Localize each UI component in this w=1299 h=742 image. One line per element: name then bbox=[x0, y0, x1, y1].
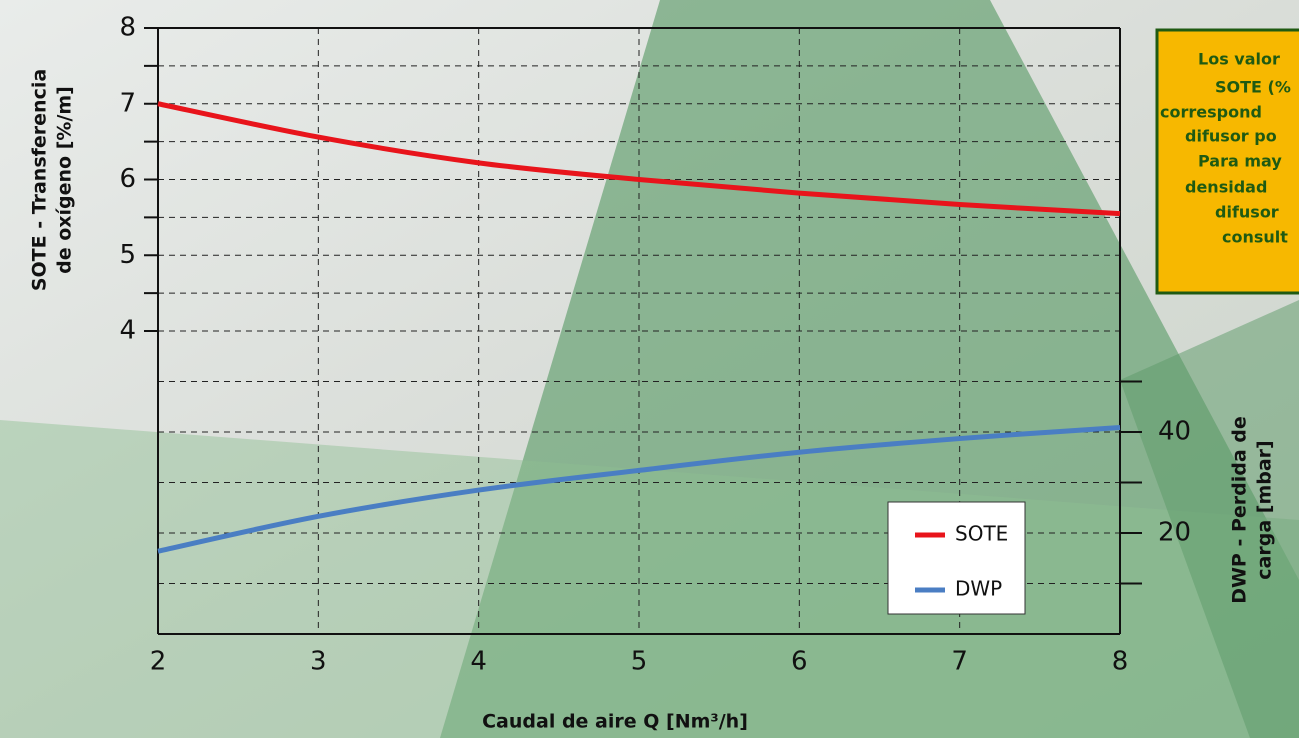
y-tick-label: 7 bbox=[119, 88, 136, 118]
y2-axis-title: DWP - Perdida de bbox=[1229, 416, 1251, 604]
y2-axis-title: carga [mbar] bbox=[1254, 440, 1276, 579]
note-text: consult bbox=[1222, 228, 1288, 247]
y-tick-label: 4 bbox=[119, 316, 136, 346]
x-tick-label: 6 bbox=[791, 647, 808, 677]
x-tick-label: 5 bbox=[631, 647, 648, 677]
x-tick-label: 8 bbox=[1112, 647, 1129, 677]
note-text: SOTE (% bbox=[1215, 78, 1291, 97]
background-shape bbox=[1120, 300, 1299, 738]
x-tick-label: 2 bbox=[150, 647, 167, 677]
y-axis-title: SOTE - Transferencia bbox=[29, 69, 51, 291]
note-box bbox=[1155, 28, 1299, 295]
series-line bbox=[157, 424, 1121, 554]
series-line bbox=[157, 101, 1121, 217]
x-axis-title: Caudal de aire Q [Nm³/h] bbox=[482, 711, 748, 733]
note-text: difusor po bbox=[1185, 127, 1277, 146]
y2-tick-label: 20 bbox=[1158, 518, 1191, 548]
x-tick-label: 4 bbox=[470, 647, 487, 677]
y-axis-title: de oxígeno [%/m] bbox=[54, 86, 76, 274]
note-text: difusor bbox=[1215, 203, 1279, 222]
x-tick-label: 3 bbox=[310, 647, 327, 677]
legend-label: DWP bbox=[955, 577, 1002, 601]
y2-tick-label: 40 bbox=[1158, 417, 1191, 447]
note-text: Para may bbox=[1198, 152, 1282, 171]
legend-box bbox=[887, 501, 1026, 615]
legend-label: SOTE bbox=[955, 522, 1008, 546]
note-text: Los valor bbox=[1198, 50, 1280, 69]
y-tick-label: 8 bbox=[119, 13, 136, 43]
note-text: densidad bbox=[1185, 178, 1267, 197]
y-tick-label: 6 bbox=[119, 164, 136, 194]
background-shape bbox=[440, 0, 1299, 738]
x-tick-label: 7 bbox=[951, 647, 968, 677]
background-shape bbox=[0, 420, 1299, 738]
y-tick-label: 5 bbox=[119, 240, 136, 270]
note-text: correspond bbox=[1160, 103, 1262, 122]
